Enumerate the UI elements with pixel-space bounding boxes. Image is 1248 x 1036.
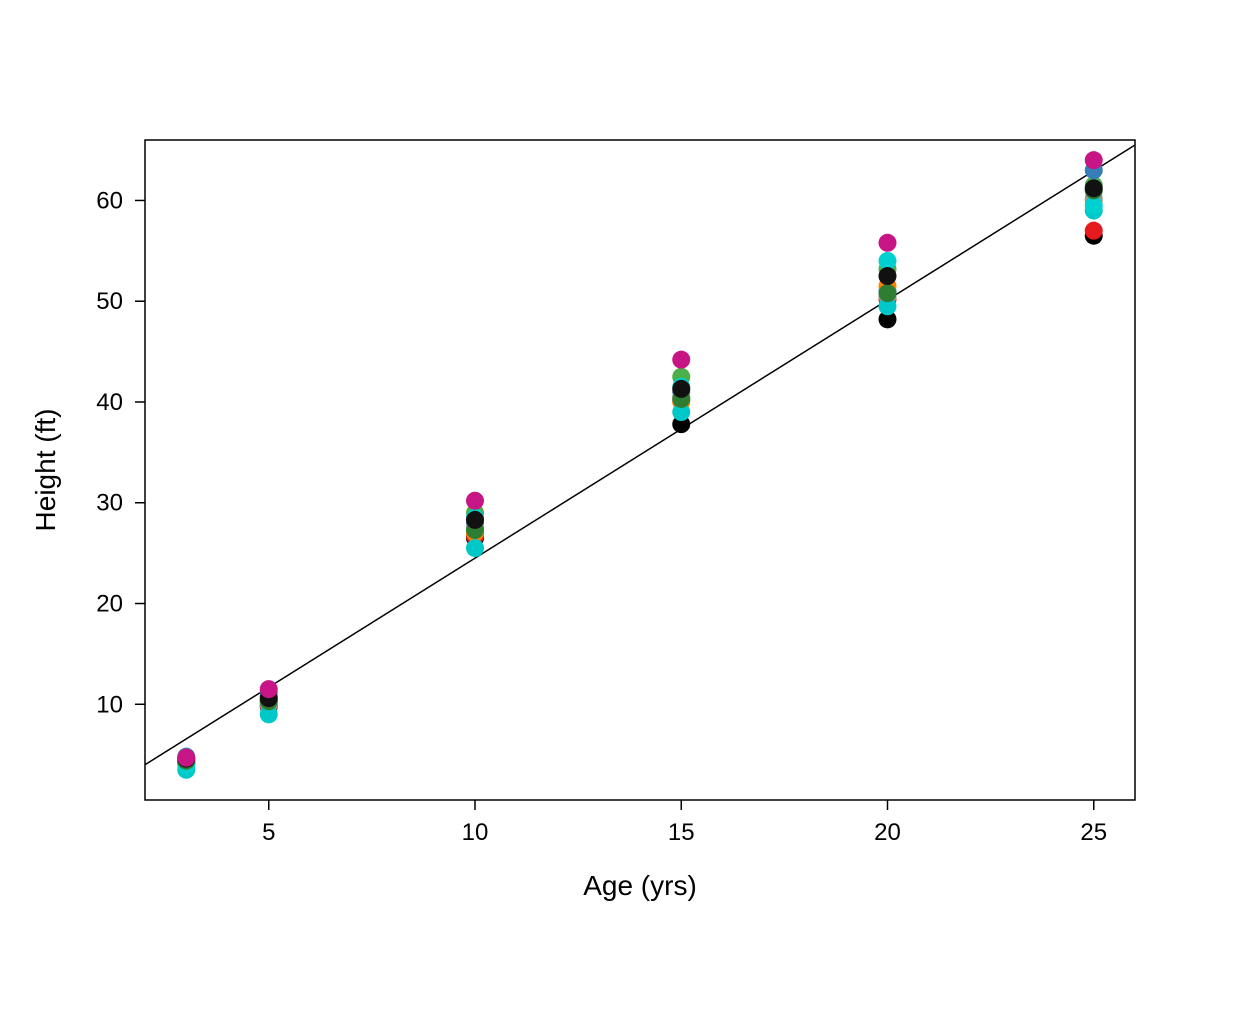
- data-point: [1085, 179, 1103, 197]
- data-point: [466, 511, 484, 529]
- data-point: [177, 749, 195, 767]
- x-tick-label: 25: [1080, 819, 1107, 846]
- data-point: [879, 284, 897, 302]
- x-tick-label: 15: [668, 819, 695, 846]
- y-axis-label: Height (ft): [30, 409, 61, 532]
- chart-container: 5 10 15 20 25 10 20 30 40 50 60 Age (yrs) Height (ft…: [0, 0, 1248, 1036]
- data-point: [879, 267, 897, 285]
- data-point: [1085, 151, 1103, 169]
- data-point: [260, 680, 278, 698]
- scatter-chart: 5 10 15 20 25 10 20 30 40 50 60 Age (yrs) Height (ft…: [0, 0, 1248, 1036]
- y-tick-label: 50: [96, 288, 123, 315]
- data-point: [466, 492, 484, 510]
- x-axis-label: Age (yrs): [583, 870, 697, 901]
- data-point: [1085, 222, 1103, 240]
- y-tick-label: 20: [96, 591, 123, 618]
- x-tick-label: 20: [874, 819, 901, 846]
- y-tick-label: 10: [96, 691, 123, 718]
- y-tick-label: 30: [96, 490, 123, 517]
- data-point: [672, 351, 690, 369]
- x-tick-label: 10: [462, 819, 489, 846]
- x-tick-label: 5: [262, 819, 275, 846]
- y-tick-label: 40: [96, 389, 123, 416]
- y-tick-label: 60: [96, 187, 123, 214]
- data-point: [672, 380, 690, 398]
- data-point: [466, 539, 484, 557]
- data-point: [879, 234, 897, 252]
